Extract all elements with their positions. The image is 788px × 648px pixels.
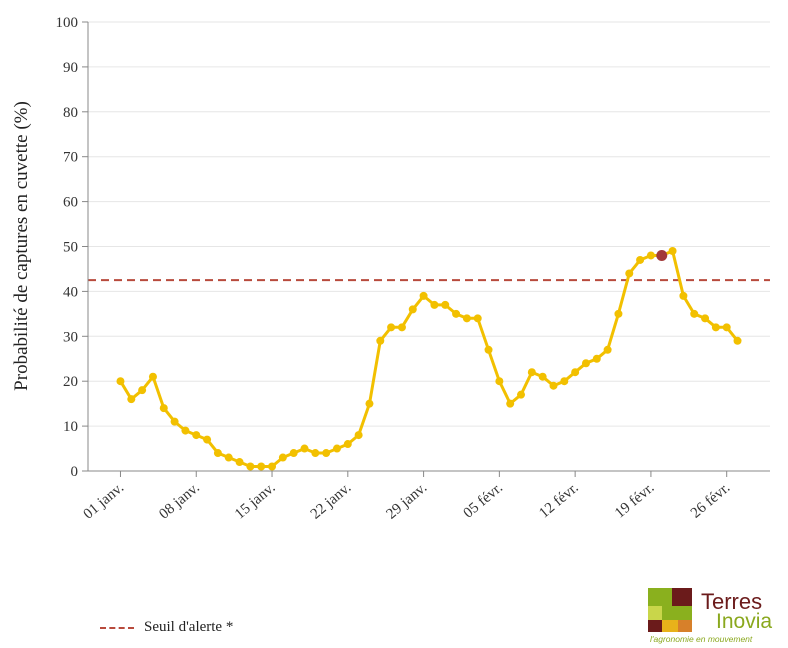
y-tick-label: 0: [71, 464, 79, 480]
data-point: [603, 345, 612, 354]
data-point: [365, 399, 374, 408]
data-point: [322, 449, 331, 458]
data-point: [711, 323, 720, 332]
y-tick-label: 40: [63, 284, 78, 300]
data-point: [527, 368, 536, 377]
data-point: [311, 449, 320, 458]
data-point: [614, 309, 623, 318]
data-point: [592, 354, 601, 363]
data-point: [192, 431, 201, 440]
logo-text-terres: Terres: [701, 589, 763, 614]
data-point: [278, 453, 287, 462]
data-point: [430, 300, 439, 309]
legend-dashed-line-icon: [100, 626, 134, 629]
data-point: [257, 462, 266, 471]
y-axis-ticks: 0 10 20 30 40 50 60 70 80 90 100: [56, 15, 88, 480]
data-point: [495, 377, 504, 386]
data-point: [506, 399, 515, 408]
data-point: [203, 435, 212, 444]
legend-label: Seuil d'alerte *: [144, 619, 234, 635]
data-point: [332, 444, 341, 453]
data-point: [538, 372, 547, 381]
data-point: [116, 377, 125, 386]
chart-canvas: 0 10 20 30 40 50 60 70 80 90 100 01 janv. 08 janv. 1…: [11, 15, 770, 523]
grid-lines: [88, 21, 770, 427]
data-point: [441, 300, 450, 309]
x-tick-label: 29 janv.: [384, 480, 431, 523]
data-point: [462, 314, 471, 323]
data-point: [452, 309, 461, 318]
x-tick-label: 15 janv.: [232, 480, 279, 523]
data-point: [473, 314, 482, 323]
x-tick-label: 01 janv.: [80, 480, 127, 523]
series-points: [116, 246, 742, 471]
y-axis-label: Probabilité de captures en cuvette (%): [11, 101, 32, 391]
data-point: [159, 404, 168, 413]
data-point: [571, 368, 580, 377]
data-point: [560, 377, 569, 386]
data-point: [170, 417, 179, 426]
data-point: [636, 255, 645, 264]
data-point: [733, 336, 742, 345]
data-point: [408, 305, 417, 314]
data-point: [343, 440, 352, 449]
data-point: [549, 381, 558, 390]
data-point: [148, 372, 157, 381]
data-point: [581, 359, 590, 368]
logo-text-inovia: Inovia: [716, 610, 773, 633]
data-point: [484, 345, 493, 354]
data-point: [213, 449, 222, 458]
x-tick-label: 19 févr.: [612, 480, 657, 522]
x-tick-label: 05 févr.: [461, 480, 506, 522]
data-point: [679, 291, 688, 300]
series-line: [119, 249, 739, 468]
data-point: [354, 431, 363, 440]
data-point: [138, 386, 147, 395]
data-point: [387, 323, 396, 332]
y-tick-label: 90: [63, 60, 78, 76]
data-point: [181, 426, 190, 435]
data-point: [690, 309, 699, 318]
y-tick-label: 60: [63, 195, 78, 211]
y-tick-label: 50: [63, 240, 78, 256]
data-point: [235, 458, 244, 467]
x-tick-label: 12 févr.: [536, 480, 581, 522]
x-tick-label: 08 janv.: [156, 480, 203, 523]
logo-mosaic-icon: [648, 588, 692, 632]
legend[interactable]: Seuil d'alerte *: [100, 619, 233, 636]
data-point: [300, 444, 309, 453]
x-tick-label: 26 févr.: [688, 480, 733, 522]
data-point: [625, 269, 634, 278]
data-point: [289, 449, 298, 458]
data-point: [224, 453, 233, 462]
data-point: [668, 246, 677, 255]
x-axis-ticks: 01 janv. 08 janv. 15 janv. 22 janv. 29 janv.…: [80, 471, 733, 523]
data-point: [246, 462, 255, 471]
data-point: [376, 336, 385, 345]
data-point: [646, 251, 655, 260]
data-point: [517, 390, 526, 399]
data-point: [722, 323, 731, 332]
data-point: [701, 314, 710, 323]
x-tick-label: 22 janv.: [308, 480, 355, 523]
data-point: [419, 291, 428, 300]
y-tick-label: 80: [63, 105, 78, 121]
data-point: [397, 323, 406, 332]
y-tick-label: 30: [63, 329, 78, 345]
highlighted-point: [656, 249, 668, 261]
y-tick-label: 100: [56, 15, 79, 31]
y-tick-label: 20: [63, 374, 78, 390]
data-point: [268, 462, 277, 471]
logo-tagline: l'agronomie en mouvement: [650, 634, 753, 644]
terres-inovia-logo: Terres Inovia l'agronomie en mouvement: [648, 588, 786, 646]
y-tick-label: 70: [63, 150, 78, 166]
y-tick-label: 10: [63, 419, 78, 435]
data-point: [127, 395, 136, 404]
series-line-path: [119, 249, 739, 468]
